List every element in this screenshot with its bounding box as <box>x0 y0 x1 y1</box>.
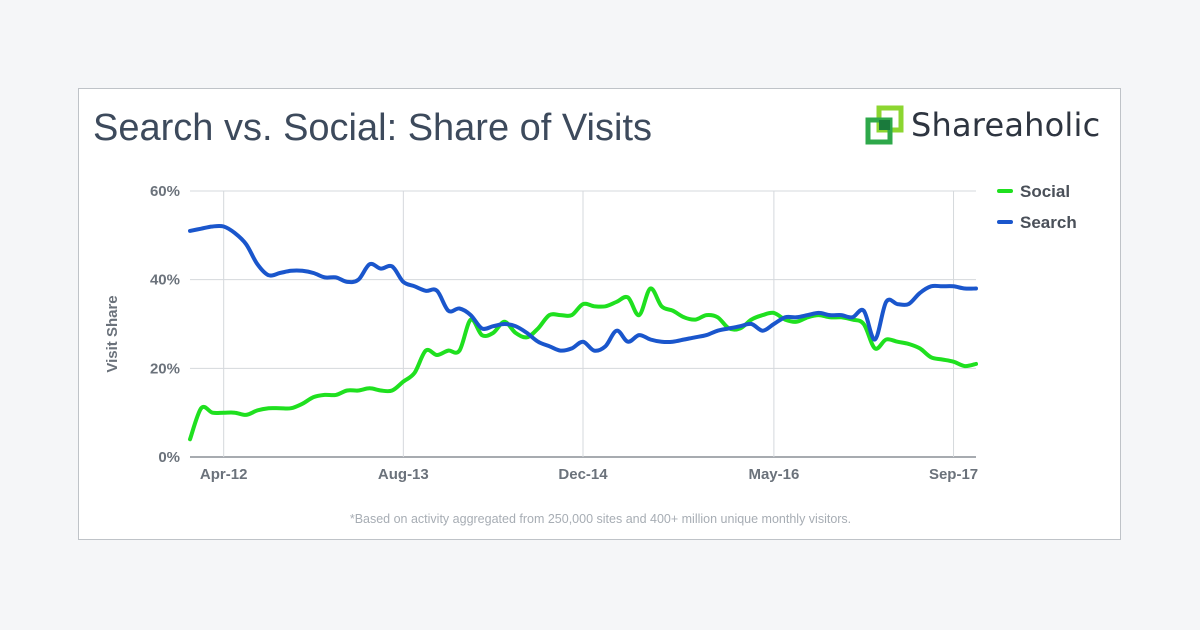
x-tick-label: Sep-17 <box>929 466 978 483</box>
x-tick-label: Apr-12 <box>200 466 248 483</box>
footnote: *Based on activity aggregated from 250,0… <box>349 512 852 526</box>
shareaholic-logo-icon <box>865 105 904 145</box>
legend-label-social: Social <box>1020 182 1070 201</box>
grid-lines <box>190 190 976 458</box>
series-line-search <box>188 223 978 353</box>
logo-text: Shareaholic <box>911 106 1101 144</box>
y-tick-label: 20% <box>150 360 180 377</box>
y-axis-label-group: Visit Share <box>104 295 121 372</box>
legend: Social Search <box>997 182 1077 232</box>
line-chart: Visit Share 0% 20% 40% 60% Apr-12 Aug-13 Dec-… <box>104 182 1077 483</box>
y-tick-label: 40% <box>150 272 180 289</box>
x-axis-ticks: Apr-12 Aug-13 Dec-14 May-16 Sep-17 <box>200 466 978 483</box>
x-tick-label: Aug-13 <box>378 466 429 483</box>
series-lines <box>188 223 978 442</box>
x-tick-label: May-16 <box>748 466 799 483</box>
chart-card: Search vs. Social: Share of Visits Share… <box>78 88 1121 540</box>
legend-label-search: Search <box>1020 213 1077 232</box>
chart-title: Search vs. Social: Share of Visits <box>93 107 652 149</box>
x-tick-label: Dec-14 <box>558 466 608 483</box>
brand-logo: Shareaholic <box>865 105 1115 149</box>
y-axis-ticks: 0% 20% 40% 60% <box>150 183 180 466</box>
y-tick-label: 60% <box>150 183 180 200</box>
y-axis-label: Visit Share <box>104 295 121 372</box>
y-tick-label: 0% <box>158 449 180 466</box>
